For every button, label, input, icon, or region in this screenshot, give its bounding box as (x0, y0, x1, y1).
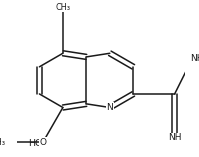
Text: CH₃: CH₃ (0, 138, 6, 147)
Text: HCl: HCl (28, 138, 45, 147)
Text: NH₂: NH₂ (190, 54, 199, 63)
Text: CH₃: CH₃ (55, 3, 70, 12)
Text: NH: NH (168, 133, 181, 142)
Text: O: O (39, 138, 46, 147)
Text: N: N (106, 103, 113, 112)
